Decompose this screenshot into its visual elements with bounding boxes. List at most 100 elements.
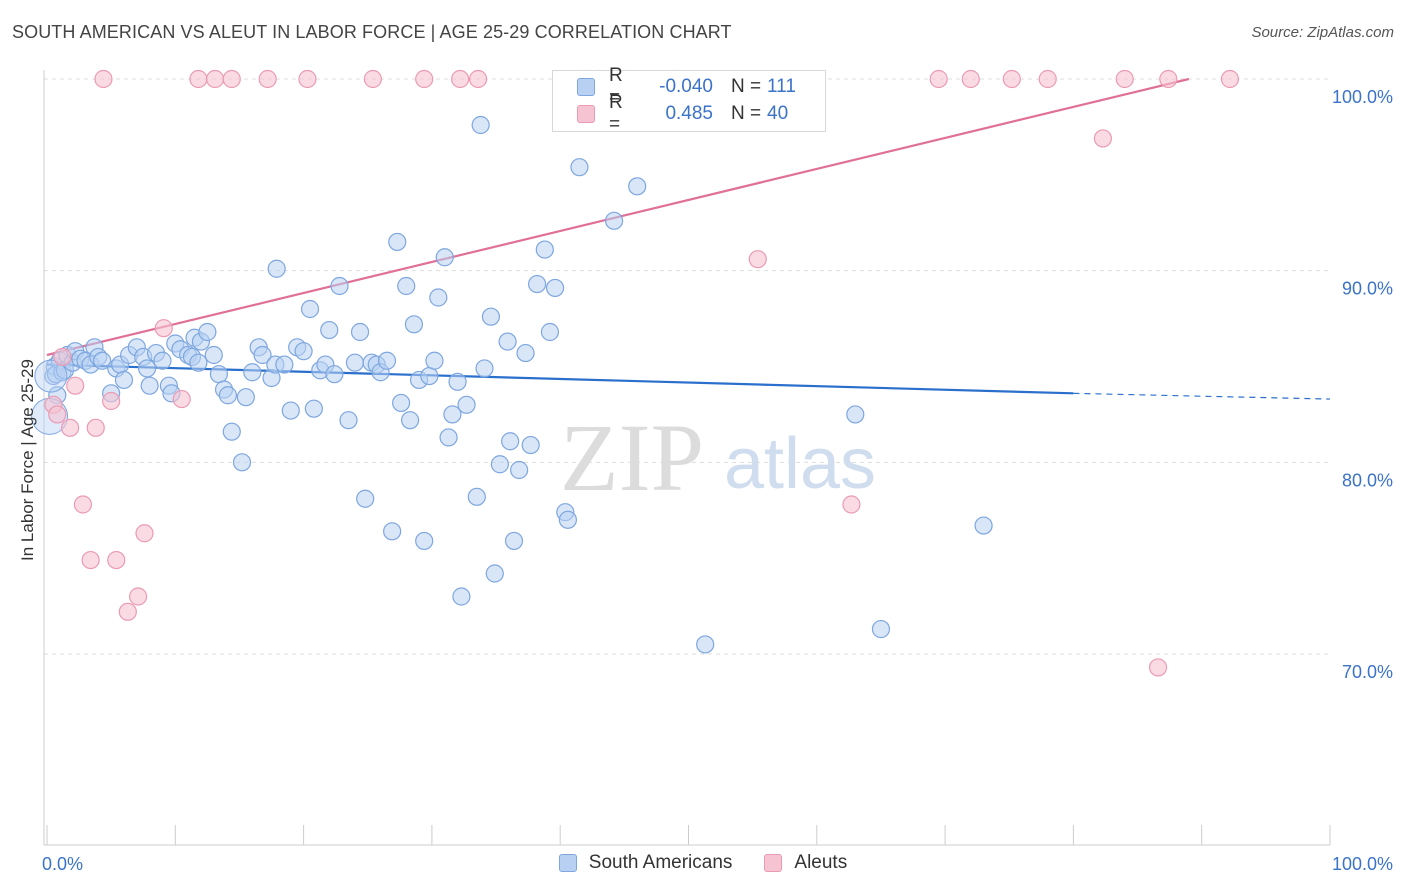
data-point-aleuts: [205, 69, 225, 89]
data-point-aleuts: [118, 602, 137, 621]
data-point-aleuts: [929, 69, 948, 89]
data-point-south-americans: [232, 453, 252, 472]
x-tick-label: 0.0%: [42, 854, 83, 874]
data-point-south-americans: [377, 351, 397, 370]
data-point-south-americans: [253, 345, 272, 365]
data-point-south-americans: [535, 240, 554, 259]
data-point-south-americans: [392, 393, 411, 413]
data-point-south-americans: [325, 365, 344, 384]
data-point-aleuts: [81, 550, 100, 570]
data-point-south-americans: [383, 522, 402, 541]
data-point-south-americans: [467, 487, 486, 506]
data-point-aleuts: [135, 524, 154, 543]
data-point-south-americans: [471, 115, 490, 135]
data-point-south-americans: [137, 359, 157, 378]
data-point-south-americans: [628, 177, 647, 196]
data-point-aleuts: [258, 69, 277, 89]
legend-swatch-pink: [764, 854, 783, 872]
data-point-south-americans: [490, 455, 509, 474]
data-point-aleuts: [468, 69, 488, 89]
data-point-south-americans: [304, 399, 323, 418]
legend-n-value: 111: [767, 76, 796, 97]
data-point-south-americans: [457, 395, 476, 414]
data-point-south-americans: [871, 619, 891, 639]
data-point-aleuts: [842, 495, 861, 514]
data-point-south-americans: [189, 353, 208, 372]
data-point-south-americans: [114, 370, 134, 390]
data-point-south-americans: [521, 435, 540, 455]
data-point-south-americans: [93, 351, 112, 370]
data-point-aleuts: [451, 69, 470, 89]
data-point-aleuts: [189, 69, 208, 89]
data-point-south-americans: [345, 353, 365, 372]
y-tick-label: 80.0%: [1342, 470, 1393, 490]
data-point-aleuts: [1115, 69, 1134, 89]
data-point-aleuts: [154, 319, 173, 338]
legend-row-south-americans: R = -0.040 N = 111: [577, 65, 796, 108]
data-point-south-americans: [388, 232, 407, 252]
data-point-aleuts: [415, 69, 434, 89]
y-tick-label: 70.0%: [1342, 662, 1393, 682]
chart-title: SOUTH AMERICAN VS ALEUT IN LABOR FORCE |…: [12, 22, 732, 42]
data-point-south-americans: [209, 365, 229, 384]
data-point-south-americans: [236, 388, 255, 407]
data-point-south-americans: [330, 276, 349, 296]
data-point-south-americans: [425, 351, 444, 370]
data-point-south-americans: [420, 366, 439, 386]
data-point-south-americans: [429, 288, 448, 307]
data-point-aleuts: [961, 69, 980, 89]
data-point-south-americans: [485, 564, 504, 583]
legend-swatch-pink: [577, 105, 595, 123]
legend-n-value: 40: [767, 103, 789, 124]
legend-r-label: R =: [609, 65, 623, 108]
data-point-south-americans: [300, 299, 320, 319]
legend-row-aleuts: R = 0.485 N = 40: [577, 92, 789, 135]
data-point-aleuts: [363, 69, 382, 89]
data-point-south-americans: [696, 635, 715, 654]
data-point-aleuts: [73, 495, 93, 514]
data-point-south-americans: [153, 351, 172, 370]
data-point-south-americans: [397, 276, 416, 296]
data-point-aleuts: [86, 418, 105, 437]
data-point-south-americans: [356, 489, 375, 508]
source-label: Source: ZipAtlas.com: [1251, 24, 1394, 41]
gridlines: [44, 78, 1330, 655]
data-point-south-americans: [974, 516, 993, 535]
data-point-south-americans: [404, 315, 424, 334]
y-tick-label: 90.0%: [1342, 279, 1393, 299]
stats-legend: R = -0.040 N = 111 R = 0.485 N = 40: [552, 65, 826, 135]
data-point-aleuts: [94, 69, 113, 89]
data-point-south-americans: [570, 158, 589, 177]
legend-item-aleuts[interactable]: Aleuts: [764, 852, 847, 874]
data-point-aleuts: [128, 587, 148, 606]
data-point-south-americans: [510, 460, 529, 480]
data-point-aleuts: [748, 250, 767, 269]
data-point-south-americans: [448, 372, 467, 391]
legend-item-south-americans[interactable]: South Americans: [558, 852, 732, 874]
legend-n-label: N =: [731, 103, 762, 124]
watermark-zip: ZIP: [560, 404, 704, 511]
data-point-south-americans: [339, 411, 358, 430]
legend-r-value: 0.485: [665, 103, 713, 124]
data-point-south-americans: [545, 278, 565, 298]
data-point-south-americans: [558, 510, 577, 529]
data-point-south-americans: [222, 422, 241, 441]
data-point-south-americans: [294, 342, 313, 361]
x-tick-label: 100.0%: [1332, 854, 1393, 874]
trend-line-dashed-south-americans: [1073, 392, 1331, 400]
data-point-aleuts: [1220, 69, 1240, 89]
data-point-aleuts: [222, 69, 241, 89]
data-point-south-americans: [501, 432, 520, 451]
data-point-south-americans: [504, 531, 524, 551]
data-point-aleuts: [60, 418, 80, 437]
data-point-south-americans: [275, 355, 294, 374]
watermark: ZIP atlas: [560, 404, 876, 511]
data-point-south-americans: [350, 322, 370, 342]
data-point-aleuts: [1002, 69, 1021, 89]
data-point-south-americans: [281, 401, 300, 420]
data-point-south-americans: [267, 259, 286, 278]
data-point-aleuts: [1148, 658, 1168, 677]
data-point-aleuts: [298, 69, 317, 89]
data-point-south-americans: [516, 343, 535, 363]
